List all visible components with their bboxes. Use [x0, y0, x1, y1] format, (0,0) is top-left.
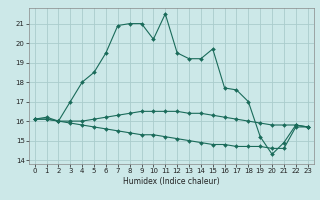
- X-axis label: Humidex (Indice chaleur): Humidex (Indice chaleur): [123, 177, 220, 186]
